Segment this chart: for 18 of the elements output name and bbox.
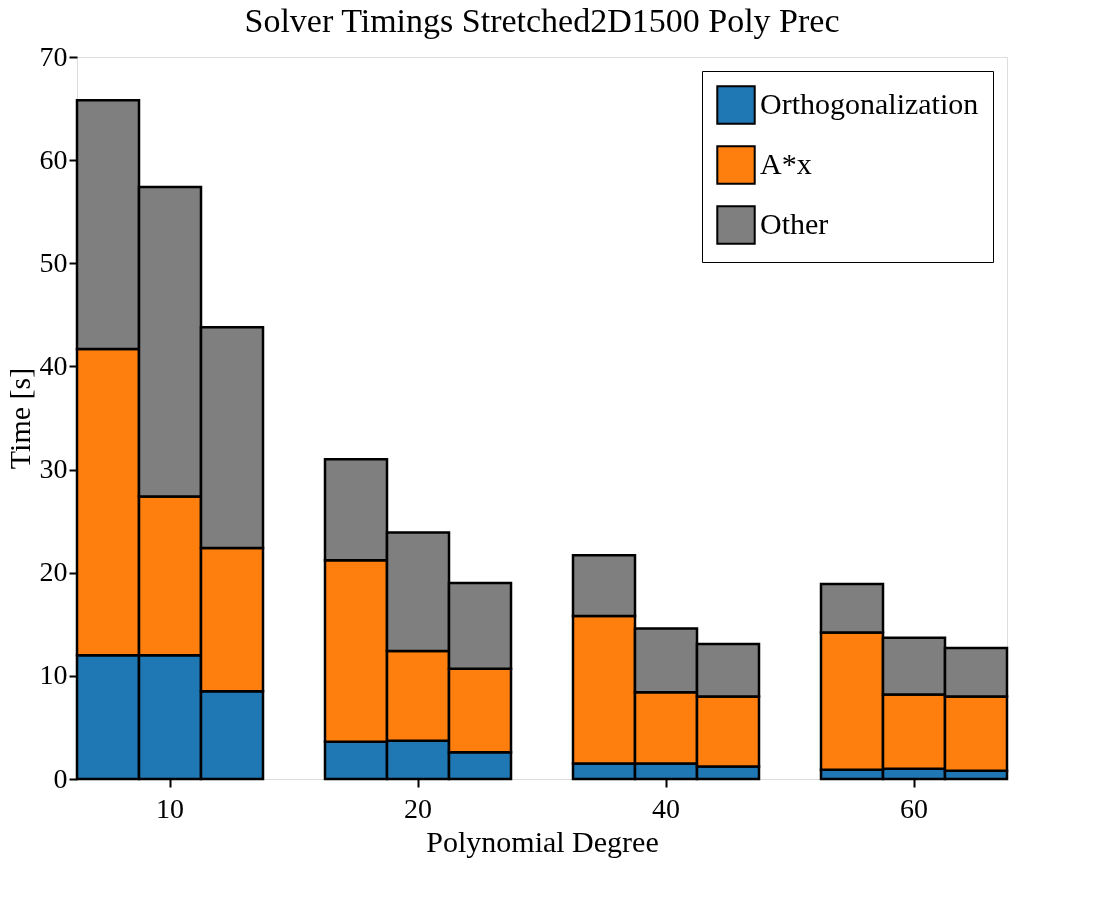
x-tick-label: 20 (404, 792, 432, 824)
legend-label: Other (760, 207, 829, 240)
legend-label: A*x (760, 147, 812, 180)
y-tick-label: 10 (39, 659, 68, 691)
legend-label: Orthogonalization (760, 87, 979, 120)
x-axis-title: Polynomial Degree (426, 824, 659, 858)
y-tick-label: 70 (39, 40, 68, 72)
y-axis-title: Time [s] (2, 367, 36, 470)
y-tick-label: 40 (39, 349, 68, 381)
chart-title: Solver Timings Stretched2D1500 Poly Prec (244, 2, 840, 39)
y-tick-label: 60 (39, 143, 68, 175)
x-tick-label: 60 (900, 792, 928, 824)
x-tick-label: 10 (156, 792, 184, 824)
y-tick-label: 0 (53, 762, 68, 794)
y-tick-label: 30 (39, 453, 68, 485)
y-tick-label: 20 (39, 556, 68, 588)
y-tick-label: 50 (39, 246, 68, 278)
x-tick-label: 40 (652, 792, 680, 824)
